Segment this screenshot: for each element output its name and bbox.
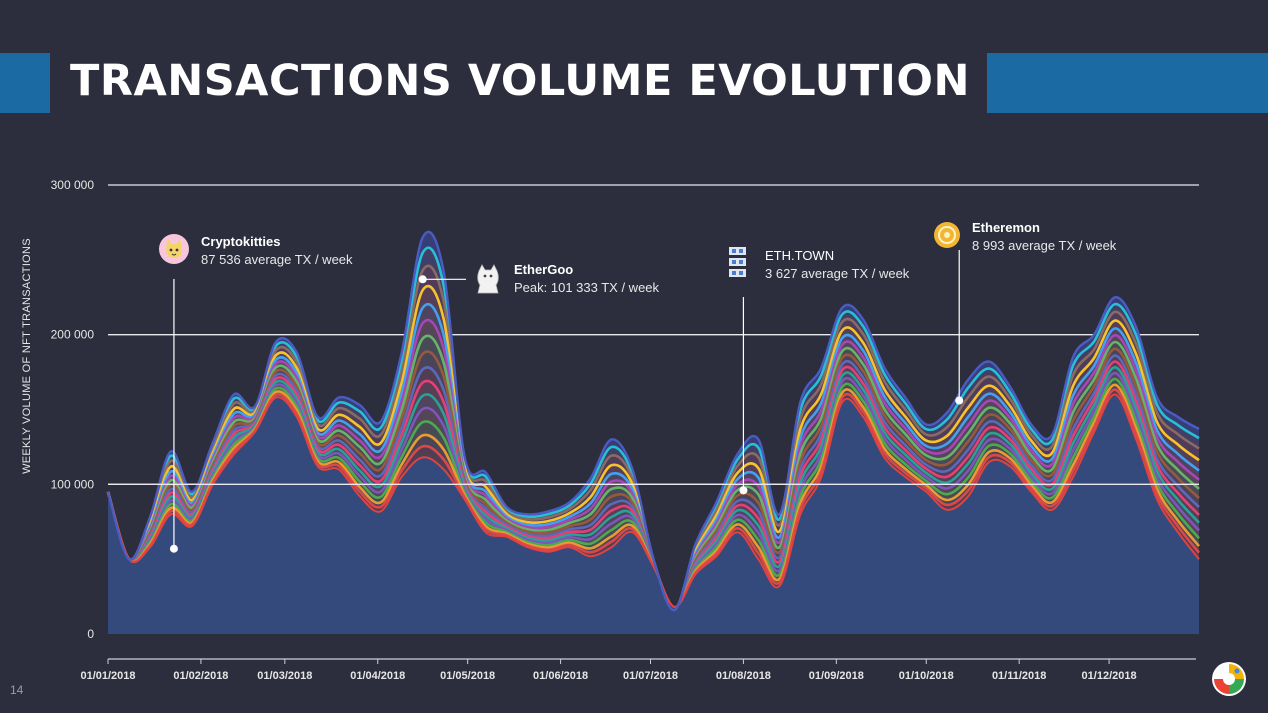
annotation-stat-value: 101 333 TX / week	[547, 280, 660, 295]
annotation-stat-label: Peak:	[514, 280, 548, 295]
goo-icon	[477, 264, 499, 294]
annotation-marker	[739, 486, 748, 495]
series-line-cryptokitties	[107, 393, 1200, 609]
y-tick-label: 0	[87, 627, 94, 641]
series-line-total	[106, 230, 1200, 612]
annotation-etheremon: Etheremon 8 993 average TX / week	[972, 219, 1116, 255]
coin-icon	[934, 222, 960, 248]
annotation-stat: 87 536 average TX / week	[201, 252, 353, 267]
annotation-marker	[169, 544, 178, 553]
annotation-name: ETH.TOWN	[765, 248, 835, 263]
annotation-stat: Peak: 101 333 TX / week	[514, 279, 659, 297]
y-tick-label: 100 000	[51, 477, 95, 491]
annotation-stat: 3 627 average TX / week	[765, 266, 910, 281]
x-tick-label: 01/12/2018	[1082, 670, 1137, 682]
x-tick-label: 01/07/2018	[623, 670, 678, 682]
buildings-icon	[729, 247, 746, 277]
annotation-marker	[418, 275, 427, 284]
annotation-stat: 8 993 average TX / week	[972, 238, 1117, 253]
x-tick-label: 01/11/2018	[992, 670, 1046, 682]
x-tick-label: 01/04/2018	[350, 670, 405, 682]
banner-right	[987, 53, 1268, 113]
annotation-marker	[955, 396, 964, 405]
annotation-name: Cryptokitties	[201, 234, 281, 249]
x-tick-label: 01/02/2018	[173, 670, 228, 682]
x-tick-label: 01/01/2018	[80, 670, 135, 682]
x-tick-label: 01/05/2018	[440, 670, 495, 682]
annotation-ethergoo: EtherGoo Peak: 101 333 TX / week	[514, 261, 659, 297]
x-tick-label: 01/09/2018	[809, 670, 864, 682]
y-tick-label: 200 000	[51, 328, 95, 342]
series-area-cryptokitties	[108, 394, 1199, 634]
annotation-cryptokitties: Cryptokitties 87 536 average TX / week	[201, 233, 353, 269]
page-number: 14	[10, 683, 24, 697]
annotation-name: EtherGoo	[514, 262, 574, 277]
cat-icon	[159, 234, 189, 264]
company-logo	[1212, 662, 1246, 696]
annotation-name: Etheremon	[972, 220, 1040, 235]
y-tick-label: 300 000	[51, 178, 95, 192]
x-tick-label: 01/03/2018	[257, 670, 312, 682]
page-title: TRANSACTIONS VOLUME EVOLUTION	[70, 56, 970, 106]
annotation-ethtown: ETH.TOWN 3 627 average TX / week	[765, 247, 909, 283]
banner-left	[0, 53, 50, 113]
x-tick-label: 01/06/2018	[533, 670, 588, 682]
x-tick-label: 01/10/2018	[899, 670, 954, 682]
x-tick-label: 01/08/2018	[716, 670, 771, 682]
